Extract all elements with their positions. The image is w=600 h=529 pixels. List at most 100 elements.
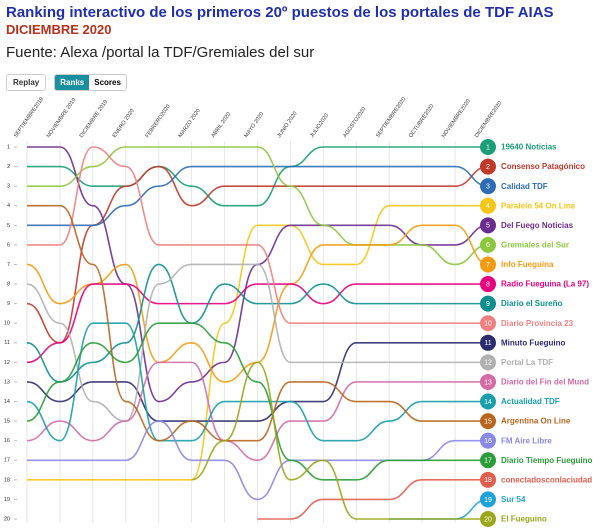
rank-line	[26, 283, 488, 364]
rank-line	[26, 146, 489, 403]
x-tick-label: JUNIO 2020	[276, 111, 298, 139]
end-marker	[480, 276, 496, 293]
rank-line	[191, 361, 488, 520]
y-tick-label: 14	[4, 399, 10, 405]
y-tick-label: 5	[7, 223, 10, 229]
legend-label: Diario Tiempo Fueguino	[501, 456, 593, 465]
end-marker	[480, 491, 496, 508]
rank-line	[389, 498, 489, 520]
x-tick-label: NOVIEMBRE2020	[441, 98, 472, 139]
x-tick-label: AGOSTO2020	[342, 106, 367, 139]
rank-label: 10	[484, 321, 492, 328]
end-marker	[480, 217, 496, 234]
rank-label: 11	[484, 340, 491, 347]
y-tick-label: 7	[7, 262, 10, 268]
rank-label: 5	[486, 223, 490, 230]
y-tick-label: 18	[4, 477, 10, 483]
y-tick-label: 16	[4, 438, 10, 444]
x-tick-label: ENERO 2020	[112, 108, 136, 139]
y-tick-label: 6	[7, 242, 10, 248]
x-tick-label: SEPTIEMBRE2019	[13, 96, 45, 139]
controls: Replay Ranks Scores	[6, 74, 127, 91]
rank-line	[26, 263, 488, 383]
mode-toggle: Ranks Scores	[54, 74, 127, 91]
rank-label: 3	[486, 184, 490, 191]
legend-label: Diario el Sureño	[501, 299, 562, 308]
y-tick-label: 19	[4, 497, 10, 503]
x-tick-label: DICIEMBRE2020	[474, 100, 503, 138]
end-marker	[480, 334, 496, 351]
rank-line	[26, 361, 488, 462]
y-tick-label: 9	[7, 301, 10, 307]
y-tick-label: 15	[4, 419, 10, 425]
y-tick-label: 10	[4, 321, 10, 327]
x-tick-label: SEPTIEMBRE2020	[375, 96, 407, 139]
x-tick-label: MARZO 2020	[178, 108, 202, 139]
y-tick-label: 8	[7, 282, 10, 288]
y-tick-label: 3	[7, 184, 10, 190]
rank-line	[26, 146, 488, 325]
rank-line	[27, 204, 488, 442]
end-marker	[480, 511, 496, 527]
y-tick-label: 4	[7, 203, 10, 209]
x-tick-label: NOVIEMBRE 2019	[46, 97, 78, 139]
x-tick-label: OCTUBRE2020	[408, 103, 435, 139]
x-tick-label: JULIO2020	[309, 113, 330, 139]
legend-label: Consenso Patagónico	[501, 162, 585, 171]
rank-line	[257, 479, 488, 520]
rank-label: 16	[484, 438, 492, 445]
scores-button[interactable]: Scores	[94, 78, 121, 87]
rank-label: 13	[484, 379, 492, 386]
rank-label: 14	[484, 399, 492, 406]
end-marker	[480, 295, 496, 312]
rank-label: 7	[486, 262, 490, 269]
legend-label: Actualidad TDF	[501, 397, 560, 406]
y-tick-label: 13	[4, 379, 10, 385]
x-tick-label: DICIEMBRE 2019	[79, 99, 109, 139]
legend-label: Minuto Fueguino	[501, 338, 566, 347]
legend-label: Portal La TDF	[501, 358, 553, 367]
ranks-button[interactable]: Ranks	[55, 75, 90, 90]
end-marker	[480, 452, 496, 469]
source: Fuente: Alexa /portal la TDF/Gremiales d…	[6, 44, 315, 61]
title: Ranking interactivo de los primeros 20º …	[6, 4, 554, 21]
x-tick-label: FEBRERO2020	[145, 104, 172, 139]
rank-line	[26, 322, 488, 442]
end-marker	[480, 158, 496, 175]
replay-button[interactable]: Replay	[6, 74, 47, 91]
rank-line	[26, 204, 488, 481]
legend-label: Diario Provincia 23	[501, 319, 574, 328]
end-marker	[480, 413, 496, 430]
y-tick-label: 1	[7, 144, 10, 150]
end-marker	[480, 197, 496, 214]
rank-line	[26, 263, 488, 422]
y-tick-label: 20	[4, 516, 10, 522]
end-marker	[480, 354, 496, 371]
legend-label: El Fueguino	[501, 515, 547, 524]
rank-label: 8	[486, 281, 490, 288]
rank-label: 2	[486, 164, 490, 171]
y-tick-label: 2	[7, 164, 10, 170]
end-marker	[480, 139, 496, 155]
rank-label: 19	[484, 497, 492, 504]
end-marker	[480, 471, 496, 488]
rank-label: 15	[484, 418, 492, 425]
end-marker	[480, 178, 496, 195]
end-marker	[480, 256, 496, 273]
x-tick-label: ABRIL 2020	[210, 111, 232, 139]
rank-line	[26, 341, 488, 422]
rank-label: 18	[484, 477, 492, 484]
legend-label: Argentina On Line	[501, 417, 571, 426]
rank-line	[27, 146, 488, 207]
rank-label: 17	[484, 458, 492, 465]
rank-label: 12	[484, 360, 492, 367]
end-marker	[480, 393, 496, 410]
rank-label: 1	[486, 144, 490, 151]
y-tick-label: 11	[4, 340, 10, 346]
legend-label: 19640 Noticias	[501, 143, 557, 152]
legend-label: Gremiales del Sur	[501, 241, 569, 250]
header: Ranking interactivo de los primeros 20º …	[6, 4, 596, 62]
legend-label: Sur 54	[501, 495, 526, 504]
